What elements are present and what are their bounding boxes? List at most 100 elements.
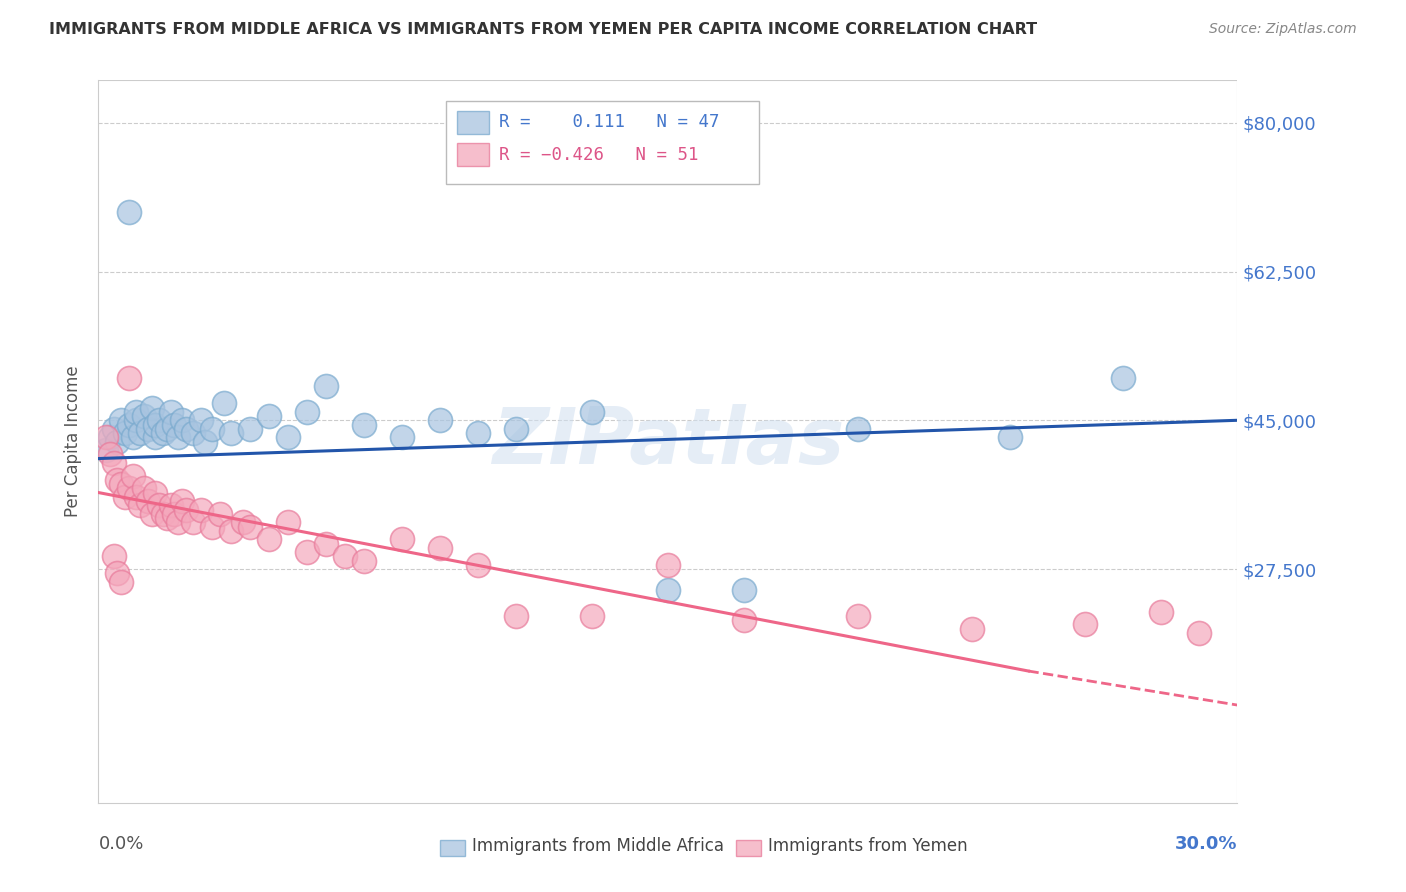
Point bbox=[297, 545, 319, 559]
Point bbox=[315, 379, 337, 393]
Point bbox=[353, 553, 375, 567]
Point bbox=[174, 502, 197, 516]
Point bbox=[152, 507, 174, 521]
Point bbox=[1150, 605, 1173, 619]
Point bbox=[1074, 617, 1097, 632]
FancyBboxPatch shape bbox=[457, 111, 489, 134]
Point bbox=[505, 422, 527, 436]
Point bbox=[167, 516, 190, 530]
Point bbox=[733, 583, 755, 598]
Point bbox=[156, 422, 179, 436]
Point bbox=[212, 396, 235, 410]
Point bbox=[1112, 371, 1135, 385]
Point bbox=[170, 494, 193, 508]
Point bbox=[110, 477, 132, 491]
Point bbox=[998, 430, 1021, 444]
FancyBboxPatch shape bbox=[737, 839, 761, 855]
Point bbox=[148, 498, 170, 512]
Point bbox=[335, 549, 357, 564]
Point bbox=[232, 516, 254, 530]
Point bbox=[467, 425, 489, 440]
Point bbox=[118, 481, 141, 495]
Point bbox=[190, 502, 212, 516]
Point bbox=[129, 425, 152, 440]
Point bbox=[581, 608, 603, 623]
Text: 30.0%: 30.0% bbox=[1175, 835, 1237, 854]
Text: R =    0.111   N = 47: R = 0.111 N = 47 bbox=[499, 113, 720, 131]
Text: 0.0%: 0.0% bbox=[98, 835, 143, 854]
Point bbox=[429, 541, 451, 555]
Point bbox=[103, 456, 125, 470]
Point bbox=[125, 413, 148, 427]
Point bbox=[145, 417, 167, 432]
Point bbox=[156, 511, 179, 525]
Point bbox=[103, 549, 125, 564]
Point bbox=[94, 430, 117, 444]
Point bbox=[297, 405, 319, 419]
Point bbox=[148, 413, 170, 427]
Point bbox=[114, 425, 136, 440]
Point bbox=[846, 422, 869, 436]
Text: Immigrants from Middle Africa: Immigrants from Middle Africa bbox=[472, 838, 724, 855]
Point bbox=[201, 519, 224, 533]
Point bbox=[132, 409, 155, 423]
Text: R = −0.426   N = 51: R = −0.426 N = 51 bbox=[499, 145, 699, 164]
Point bbox=[118, 371, 141, 385]
Point bbox=[98, 430, 121, 444]
Point bbox=[145, 430, 167, 444]
Point bbox=[259, 533, 281, 547]
Point bbox=[353, 417, 375, 432]
Point bbox=[277, 516, 299, 530]
Point bbox=[259, 409, 281, 423]
Point bbox=[152, 425, 174, 440]
Point bbox=[98, 447, 121, 461]
Point bbox=[141, 507, 163, 521]
FancyBboxPatch shape bbox=[457, 143, 489, 166]
Point bbox=[183, 425, 205, 440]
Point bbox=[163, 507, 186, 521]
Point bbox=[170, 413, 193, 427]
Point bbox=[505, 608, 527, 623]
Point bbox=[118, 205, 141, 219]
Point bbox=[221, 524, 243, 538]
Point bbox=[657, 558, 679, 572]
Point bbox=[103, 422, 125, 436]
Point bbox=[657, 583, 679, 598]
Point bbox=[121, 430, 143, 444]
FancyBboxPatch shape bbox=[446, 101, 759, 184]
Point bbox=[391, 533, 413, 547]
FancyBboxPatch shape bbox=[440, 839, 465, 855]
Point bbox=[167, 430, 190, 444]
Point bbox=[960, 622, 983, 636]
Point bbox=[159, 498, 181, 512]
Point bbox=[194, 434, 217, 449]
Y-axis label: Per Capita Income: Per Capita Income bbox=[65, 366, 83, 517]
Text: Source: ZipAtlas.com: Source: ZipAtlas.com bbox=[1209, 22, 1357, 37]
Point bbox=[163, 417, 186, 432]
Point bbox=[136, 494, 159, 508]
Point bbox=[467, 558, 489, 572]
Text: Immigrants from Yemen: Immigrants from Yemen bbox=[768, 838, 967, 855]
Point bbox=[114, 490, 136, 504]
Point bbox=[132, 481, 155, 495]
Point bbox=[277, 430, 299, 444]
Point bbox=[174, 422, 197, 436]
Text: IMMIGRANTS FROM MIDDLE AFRICA VS IMMIGRANTS FROM YEMEN PER CAPITA INCOME CORRELA: IMMIGRANTS FROM MIDDLE AFRICA VS IMMIGRA… bbox=[49, 22, 1038, 37]
Point bbox=[107, 566, 129, 581]
Point bbox=[110, 413, 132, 427]
Point bbox=[145, 485, 167, 500]
Point bbox=[125, 490, 148, 504]
Point bbox=[239, 519, 262, 533]
Point bbox=[129, 498, 152, 512]
Point bbox=[581, 405, 603, 419]
Point bbox=[846, 608, 869, 623]
Point bbox=[141, 401, 163, 415]
Point bbox=[121, 468, 143, 483]
Point bbox=[315, 536, 337, 550]
Point bbox=[239, 422, 262, 436]
Point bbox=[136, 422, 159, 436]
Point bbox=[221, 425, 243, 440]
Point bbox=[118, 417, 141, 432]
Point bbox=[107, 434, 129, 449]
Point bbox=[125, 405, 148, 419]
